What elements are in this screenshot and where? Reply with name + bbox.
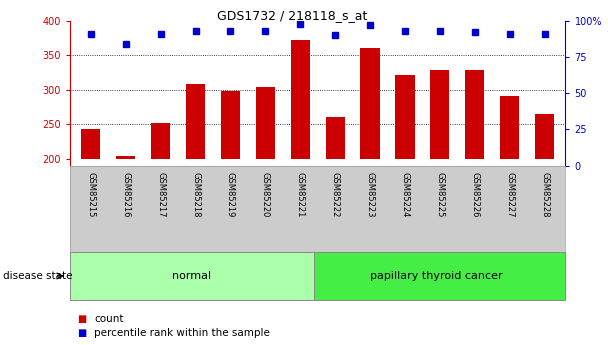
Bar bbox=[465, 70, 485, 159]
Bar bbox=[81, 129, 100, 159]
Text: GSM85219: GSM85219 bbox=[226, 172, 235, 218]
Text: disease state: disease state bbox=[3, 271, 72, 281]
Text: GDS1732 / 218118_s_at: GDS1732 / 218118_s_at bbox=[216, 9, 367, 22]
Text: GSM85215: GSM85215 bbox=[86, 172, 95, 218]
Bar bbox=[500, 96, 519, 159]
Text: papillary thyroid cancer: papillary thyroid cancer bbox=[370, 271, 503, 281]
Text: GSM85218: GSM85218 bbox=[191, 172, 200, 218]
Text: GSM85216: GSM85216 bbox=[121, 172, 130, 218]
Bar bbox=[256, 87, 275, 159]
Text: GSM85217: GSM85217 bbox=[156, 172, 165, 218]
Text: GSM85221: GSM85221 bbox=[295, 172, 305, 218]
Bar bbox=[116, 156, 136, 159]
Bar bbox=[221, 91, 240, 159]
Text: ■: ■ bbox=[77, 328, 87, 338]
Bar bbox=[314, 252, 565, 300]
Bar bbox=[430, 70, 449, 159]
Bar bbox=[395, 75, 415, 159]
Text: GSM85223: GSM85223 bbox=[365, 172, 375, 218]
Text: GSM85224: GSM85224 bbox=[401, 172, 409, 218]
Text: percentile rank within the sample: percentile rank within the sample bbox=[94, 328, 270, 338]
Text: GSM85222: GSM85222 bbox=[331, 172, 340, 218]
Bar bbox=[535, 114, 554, 159]
Text: GSM85228: GSM85228 bbox=[540, 172, 549, 218]
Text: GSM85220: GSM85220 bbox=[261, 172, 270, 218]
Bar bbox=[186, 84, 205, 159]
Bar bbox=[325, 117, 345, 159]
Bar bbox=[361, 48, 379, 159]
Text: count: count bbox=[94, 314, 124, 324]
Text: GSM85227: GSM85227 bbox=[505, 172, 514, 218]
Text: GSM85226: GSM85226 bbox=[470, 172, 479, 218]
Text: GSM85225: GSM85225 bbox=[435, 172, 444, 218]
Bar bbox=[70, 252, 314, 300]
Bar bbox=[151, 123, 170, 159]
Text: normal: normal bbox=[173, 271, 212, 281]
Bar bbox=[291, 40, 310, 159]
Text: ■: ■ bbox=[77, 314, 87, 324]
